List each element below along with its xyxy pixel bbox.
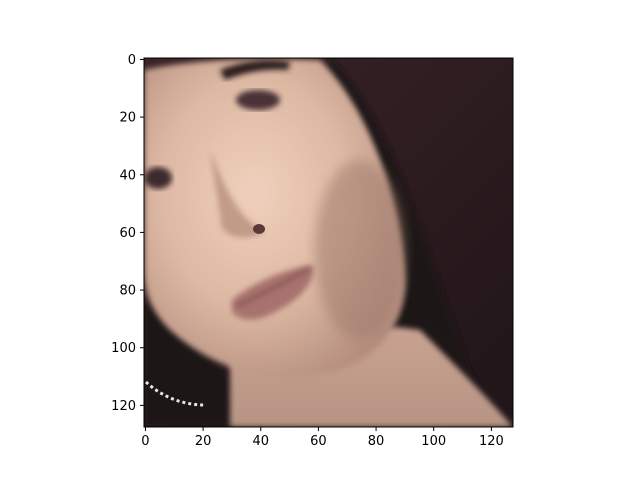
eyebrow-right	[220, 60, 290, 80]
nostril	[253, 224, 265, 234]
y-tick-label: 80	[119, 284, 136, 299]
x-tick-label: 100	[421, 434, 446, 449]
x-tick-label: 40	[252, 434, 269, 449]
y-tick-label: 100	[111, 341, 136, 356]
y-tick-label: 60	[119, 226, 136, 241]
lip-line	[235, 267, 311, 307]
y-tick-label: 120	[111, 399, 136, 414]
eye-left	[144, 167, 172, 189]
cheek-shadow	[315, 160, 405, 340]
x-axis: 0 20 40 60 80 100 120	[141, 427, 504, 449]
y-tick-label: 40	[119, 168, 136, 183]
x-tick-label: 0	[141, 434, 149, 449]
x-tick-label: 120	[479, 434, 504, 449]
y-tick-label: 20	[119, 111, 136, 126]
hair-strand	[144, 380, 206, 407]
x-tick-label: 60	[310, 434, 327, 449]
nose-shadow	[210, 150, 265, 238]
y-tick-label: 0	[128, 53, 136, 68]
axes-frame	[143, 57, 514, 428]
eye-right	[236, 90, 280, 110]
image-plot	[144, 58, 513, 427]
x-tick-label: 80	[368, 434, 385, 449]
y-axis: 0 20 40 60 80 100 120	[111, 53, 144, 414]
x-tick-label: 20	[195, 434, 212, 449]
